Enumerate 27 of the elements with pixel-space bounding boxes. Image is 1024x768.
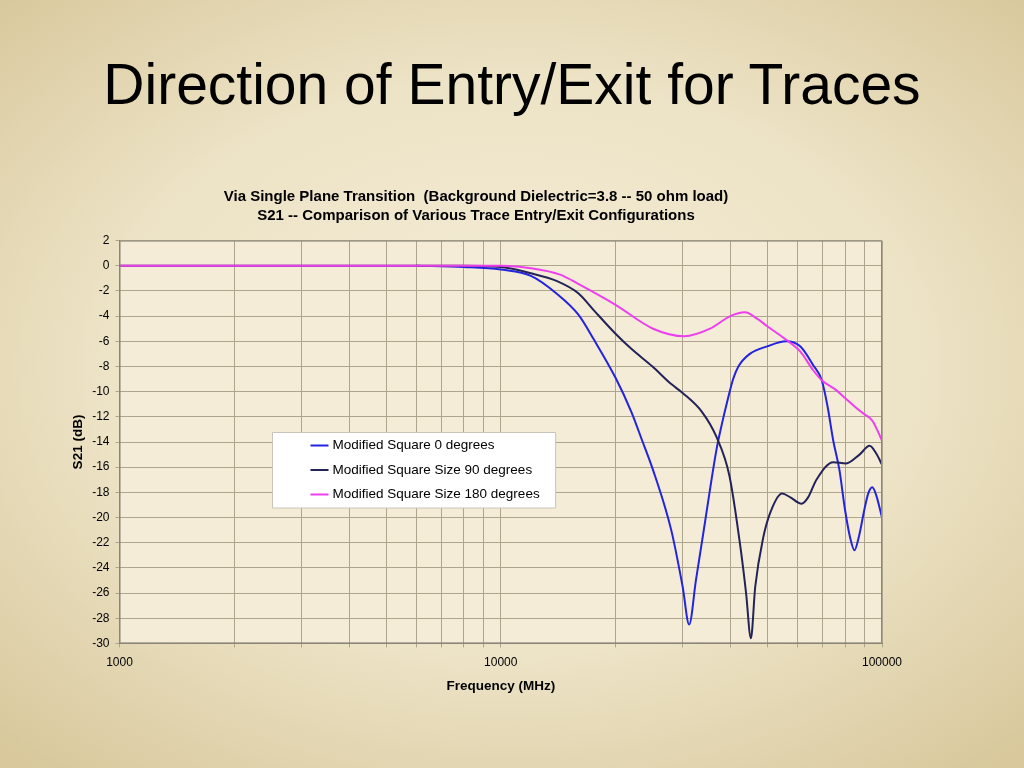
chart-subtitle: Via Single Plane Transition (Background Dielectric=3.8 -- 50 ohm load) S21 -- Comparison of Various Trace Entry/Exit Configurations	[223, 186, 729, 224]
y-tick-label: -8	[98, 358, 110, 373]
y-tick-label: 0	[102, 258, 110, 273]
x-tick-label: 1000	[106, 654, 134, 669]
y-tick-label: -10	[92, 383, 110, 398]
x-axis-title: Frequency (MHz)	[446, 677, 556, 693]
chart-title: Direction of Entry/Exit for Traces	[102, 51, 922, 118]
y-tick-label: -28	[92, 610, 110, 625]
y-tick-label: -18	[92, 484, 110, 499]
legend-label: Modified Square Size 90 degrees	[332, 461, 533, 477]
y-tick-label: -14	[92, 434, 110, 449]
y-tick-label: -20	[92, 509, 110, 524]
y-axis-title: S21 (dB)	[69, 414, 85, 470]
y-tick-label: -16	[92, 459, 110, 474]
y-tick-label: -24	[92, 560, 110, 575]
y-tick-label: -2	[98, 283, 110, 298]
y-tick-label: -26	[92, 585, 110, 600]
legend-label: Modified Square 0 degrees	[332, 437, 495, 453]
x-tick-label: 10000	[484, 654, 518, 669]
x-tick-label: 100000	[861, 654, 903, 669]
y-tick-label: -12	[92, 409, 110, 424]
y-tick-label: -30	[92, 635, 110, 650]
y-tick-label: 2	[102, 232, 110, 247]
y-tick-label: -4	[98, 308, 110, 323]
y-tick-label: -22	[92, 535, 110, 550]
y-tick-label: -6	[98, 333, 110, 348]
legend-label: Modified Square Size 180 degrees	[332, 486, 540, 502]
